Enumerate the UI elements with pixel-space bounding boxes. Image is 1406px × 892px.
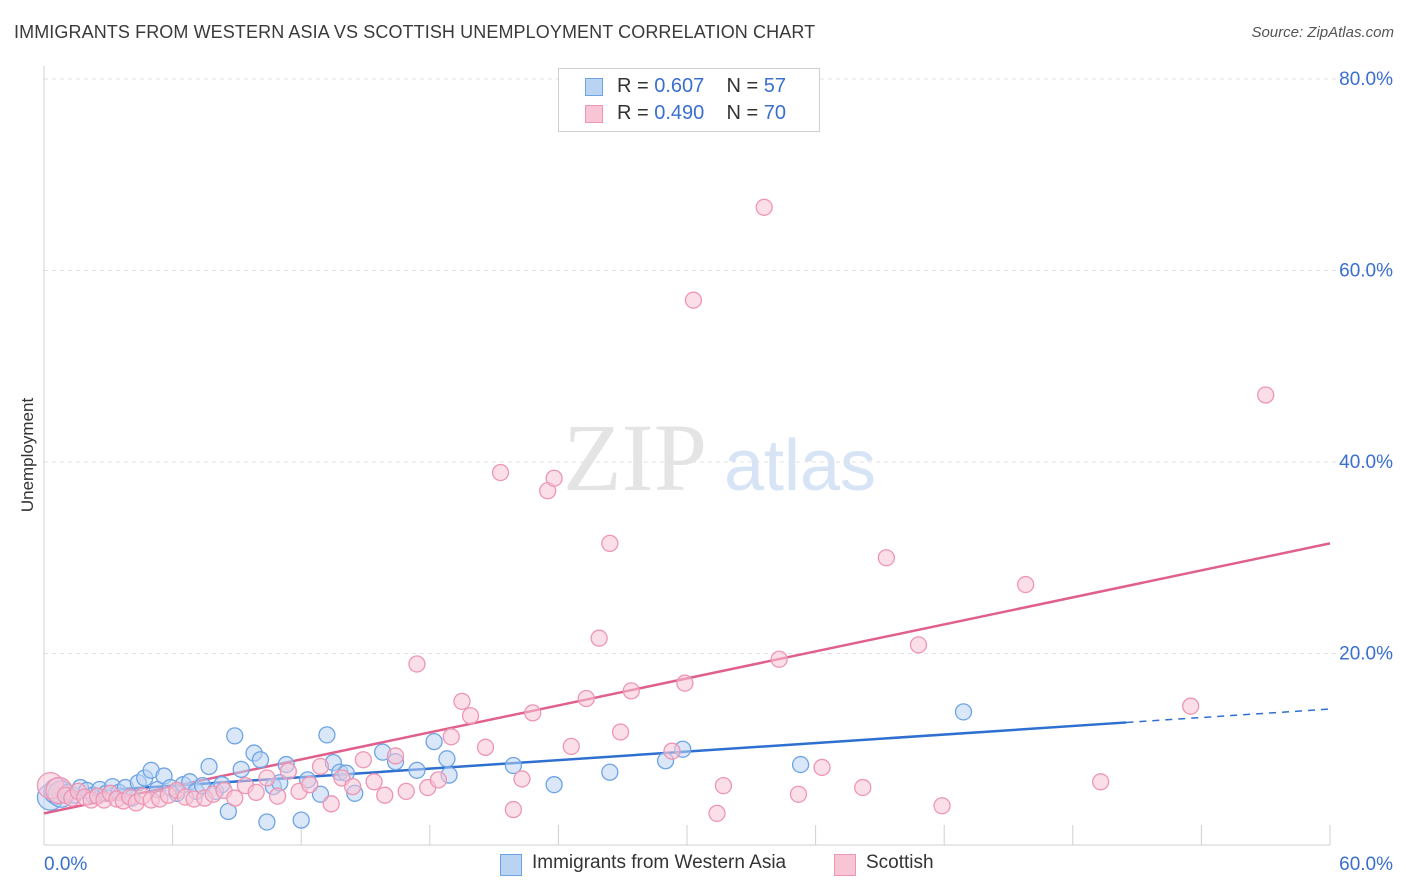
y-tick-label: 80.0% (1339, 69, 1393, 90)
scottish-point (442, 728, 460, 746)
scottish-point (755, 198, 773, 216)
gridlines (44, 78, 1392, 654)
scottish-point (663, 742, 681, 760)
scottish-point (562, 737, 580, 756)
western-asia-point (251, 751, 270, 769)
western-asia-point (292, 811, 310, 829)
western-asia-point (311, 785, 330, 803)
western-asia-swatch (585, 78, 603, 96)
scottish-point (247, 783, 265, 801)
western-asia-point (954, 703, 973, 721)
scottish-point (365, 773, 383, 791)
y-tick-label: 40.0% (1339, 452, 1393, 473)
western-asia-point (200, 757, 218, 776)
legend-label: Scottish (866, 852, 934, 873)
x-tick-label: 60.0% (1339, 854, 1393, 875)
stats-text: R = 0.490 N = 70 (617, 102, 786, 125)
scottish-point (813, 758, 831, 777)
scottish-point (504, 800, 523, 819)
scottish-point (1092, 773, 1110, 791)
western-asia-point (318, 726, 336, 744)
scottish-point (491, 463, 510, 482)
scottish-point (354, 751, 373, 769)
western-asia-point (425, 732, 443, 751)
western-asia-point (226, 727, 244, 745)
scottish-point (708, 804, 726, 823)
r-label: R = (617, 102, 649, 124)
scottish-point (577, 689, 595, 708)
scottish-point (322, 795, 340, 813)
western-asia-point (438, 750, 456, 768)
scottish-point (789, 785, 808, 803)
scottish-point (622, 682, 640, 700)
scottish-point (601, 534, 619, 553)
n-value: 70 (763, 102, 787, 124)
watermark: ZIP atlas (563, 404, 876, 511)
western-asia-point (601, 763, 619, 781)
scottish-point (524, 704, 542, 722)
source-note: Source: ZipAtlas.com (1251, 24, 1394, 41)
watermark-atlas: atlas (724, 426, 876, 506)
axes (43, 66, 1331, 846)
scottish-point (429, 771, 448, 789)
western-asia-trend-line-extension (1126, 708, 1331, 724)
western-asia-point (258, 813, 276, 831)
western-asia-point (791, 755, 810, 774)
scottish-point (343, 777, 362, 796)
data-points (36, 198, 1275, 831)
x-tick-label: 0.0% (44, 854, 87, 875)
scottish-point (1182, 697, 1200, 715)
r-value: 0.490 (654, 102, 705, 124)
western-asia-point (545, 776, 563, 794)
watermark-zip: ZIP (563, 404, 707, 511)
correlation-stats-box: R = 0.607 N = 57 R = 0.490 N = 70 (558, 68, 820, 132)
scottish-point (676, 674, 694, 692)
n-label: N = (726, 102, 759, 124)
scottish-point (408, 655, 426, 673)
scottish-point (268, 787, 287, 805)
scottish-point (909, 636, 928, 654)
scottish-point (226, 789, 244, 807)
y-tick-label: 20.0% (1339, 644, 1393, 665)
legend-swatch-western-asia (500, 854, 522, 876)
n-value: 57 (763, 75, 787, 97)
western-asia-point (408, 761, 426, 779)
scottish-point (545, 469, 563, 487)
scottish-point (1257, 386, 1275, 404)
scottish-point (714, 776, 733, 795)
western-asia-point (504, 756, 523, 775)
scottish-point (684, 291, 703, 309)
scottish-point (258, 769, 276, 787)
scottish-point (476, 738, 495, 756)
stats-text: R = 0.607 N = 57 (617, 75, 786, 98)
y-tick-label: 60.0% (1339, 261, 1393, 282)
scottish-point (397, 782, 415, 801)
scottish-point (1016, 575, 1035, 594)
scottish-point (590, 629, 608, 647)
tick-labels: 20.0% 40.0% 60.0% 80.0% 0.0% 60.0% (44, 69, 1393, 875)
scottish-point (453, 692, 471, 711)
scottish-point (461, 707, 480, 725)
chart-title: IMMIGRANTS FROM WESTERN ASIA VS SCOTTISH… (14, 22, 816, 42)
scottish-point (386, 747, 405, 765)
r-label: R = (617, 75, 649, 97)
scottish-point (611, 723, 630, 741)
scottish-point (933, 797, 951, 815)
legend-swatch-scottish (834, 854, 856, 876)
scottish-point (513, 770, 531, 788)
legend-label: Immigrants from Western Asia (532, 852, 787, 873)
scottish-point (376, 786, 394, 804)
western-asia-point (232, 760, 250, 779)
scottish-point (279, 762, 297, 780)
r-value: 0.607 (654, 75, 705, 97)
scottish-point (311, 757, 330, 776)
scottish-point (877, 549, 895, 567)
scottish-point (854, 778, 872, 797)
scottish-point (301, 776, 319, 794)
scottish-swatch (585, 105, 603, 123)
scottish-point (770, 650, 788, 668)
n-label: N = (726, 75, 759, 97)
